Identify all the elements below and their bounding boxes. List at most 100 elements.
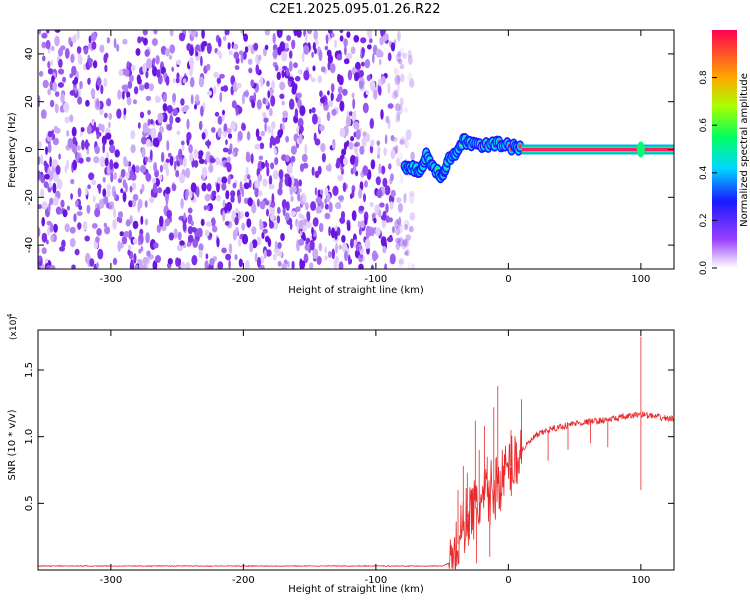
- noise-speckle: [122, 38, 128, 45]
- noise-speckle: [266, 166, 270, 177]
- noise-speckle: [38, 226, 41, 238]
- noise-speckle: [362, 165, 369, 176]
- noise-speckle: [79, 80, 83, 90]
- noise-speckle: [370, 264, 374, 269]
- noise-speckle: [233, 51, 240, 60]
- noise-speckle: [83, 221, 88, 231]
- noise-speckle: [392, 225, 395, 234]
- noise-speckle: [187, 234, 194, 243]
- noise-speckle: [226, 156, 231, 163]
- noise-speckle: [276, 215, 281, 224]
- noise-speckle: [132, 238, 138, 245]
- noise-speckle: [281, 199, 287, 209]
- noise-speckle: [246, 131, 251, 141]
- noise-speckle: [298, 69, 303, 75]
- noise-speckle: [129, 74, 134, 82]
- noise-speckle: [315, 196, 322, 204]
- noise-speckle: [186, 118, 190, 130]
- noise-speckle: [44, 258, 49, 264]
- noise-speckle: [113, 38, 117, 49]
- noise-speckle: [150, 127, 157, 139]
- noise-speckle: [383, 147, 387, 156]
- noise-speckle: [230, 120, 236, 131]
- noise-speckle: [102, 176, 106, 183]
- noise-speckle: [64, 165, 68, 173]
- noise-speckle: [112, 257, 118, 266]
- noise-speckle: [103, 222, 107, 228]
- colorbar-tick-label: 0.2: [699, 213, 709, 227]
- noise-speckle: [226, 201, 233, 212]
- noise-speckle: [180, 198, 184, 210]
- noise-speckle: [119, 231, 125, 237]
- noise-speckle: [85, 156, 91, 163]
- noise-speckle: [396, 217, 402, 225]
- noise-speckle: [251, 203, 257, 214]
- noise-speckle: [108, 112, 113, 120]
- noise-speckle: [225, 253, 232, 261]
- noise-speckle: [298, 213, 303, 219]
- noise-speckle: [335, 242, 338, 254]
- noise-speckle: [409, 190, 415, 197]
- noise-speckle: [47, 88, 52, 96]
- noise-speckle: [96, 98, 100, 108]
- noise-speckle: [302, 226, 307, 232]
- noise-speckle: [61, 239, 66, 248]
- noise-speckle: [178, 173, 185, 184]
- noise-speckle: [138, 248, 142, 254]
- noise-speckle: [104, 226, 111, 235]
- noise-speckle: [380, 214, 386, 221]
- noise-speckle: [223, 123, 228, 132]
- noise-speckle: [42, 79, 49, 89]
- noise-speckle: [209, 157, 216, 164]
- noise-speckle: [395, 226, 401, 236]
- noise-speckle: [355, 61, 361, 70]
- noise-speckle: [151, 38, 158, 47]
- noise-speckle: [254, 180, 261, 189]
- noise-speckle: [181, 145, 185, 151]
- noise-speckle: [331, 32, 335, 38]
- noise-speckle: [259, 142, 265, 150]
- noise-speckle: [106, 98, 112, 107]
- noise-speckle: [311, 107, 316, 114]
- noise-speckle: [52, 137, 59, 146]
- noise-speckle: [132, 182, 137, 191]
- noise-speckle: [335, 162, 341, 169]
- noise-speckle: [287, 261, 290, 268]
- noise-speckle: [232, 229, 237, 241]
- noise-speckle: [279, 41, 286, 52]
- noise-speckle: [90, 88, 96, 98]
- noise-speckle: [172, 108, 178, 117]
- noise-speckle: [330, 92, 334, 102]
- noise-speckle: [265, 249, 272, 257]
- noise-speckle: [71, 143, 77, 153]
- noise-speckle: [251, 226, 257, 235]
- noise-speckle: [318, 124, 325, 131]
- noise-speckle: [98, 123, 103, 131]
- noise-speckle: [390, 189, 396, 198]
- noise-speckle: [183, 212, 186, 221]
- noise-speckle: [118, 69, 124, 77]
- noise-speckle: [182, 78, 187, 84]
- noise-speckle: [179, 32, 186, 42]
- noise-speckle: [155, 255, 161, 263]
- noise-speckle: [137, 78, 142, 85]
- noise-speckle: [145, 173, 152, 182]
- noise-speckle: [201, 166, 208, 178]
- noise-speckle: [139, 229, 143, 235]
- noise-speckle: [354, 72, 360, 81]
- noise-speckle: [159, 126, 164, 133]
- noise-speckle: [213, 71, 220, 78]
- noise-speckle: [49, 265, 56, 269]
- noise-speckle: [299, 163, 305, 172]
- colorbar: 0.0 0.2 0.4 0.6 0.8 Normalized spectral ampl…: [699, 30, 750, 275]
- noise-speckle: [309, 239, 315, 251]
- noise-speckle: [325, 34, 329, 45]
- noise-speckle: [203, 205, 208, 211]
- noise-speckle: [172, 77, 176, 84]
- noise-speckle: [182, 221, 187, 232]
- noise-speckle: [131, 199, 137, 208]
- noise-speckle: [144, 200, 148, 208]
- noise-speckle: [396, 111, 401, 123]
- noise-speckle: [334, 230, 338, 240]
- noise-speckle: [269, 136, 275, 144]
